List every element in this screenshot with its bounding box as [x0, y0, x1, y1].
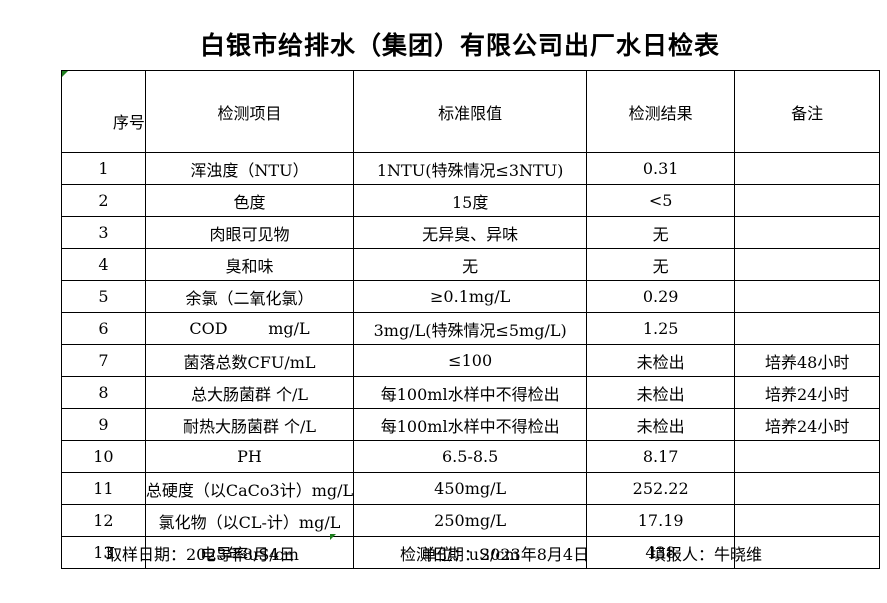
cell-remark — [734, 216, 881, 249]
cell-standard: ≥0.1mg/L — [353, 280, 588, 313]
table-row: 11 总硬度（以CaCo3计）mg/L 450mg/L 252.22 — [61, 472, 881, 505]
table-row: 2 色度 15度 <5 — [61, 184, 881, 217]
header-cell-seq: 序号 — [61, 70, 146, 153]
cell-standard: 3mg/L(特殊情况≤5mg/L) — [353, 312, 588, 345]
table-body: 1 浑浊度（NTU） 1NTU(特殊情况≤3NTU) 0.31 2 色度 15度 <5 3 肉眼可… — [61, 152, 881, 569]
cell-standard: 15度 — [353, 184, 588, 217]
cell-remark — [734, 184, 881, 217]
table-row: 6 COD mg/L 3mg/L(特殊情况≤5mg/L) 1.25 — [61, 312, 881, 345]
cell-remark — [734, 280, 881, 313]
cell-result: <5 — [586, 184, 736, 217]
cell-remark: 培养24小时 — [734, 408, 881, 441]
cell-seq: 4 — [61, 248, 146, 281]
cell-seq: 9 — [61, 408, 146, 441]
page-title: 白银市给排水（集团）有限公司出厂水日检表 — [199, 31, 720, 60]
cell-item: 臭和味 — [144, 248, 355, 281]
cell-item: 总硬度（以CaCo3计）mg/L — [144, 472, 355, 505]
cell-seq: 10 — [61, 440, 146, 473]
cell-result: 0.29 — [586, 280, 736, 313]
cell-result: 252.22 — [586, 472, 736, 505]
table-row: 12 氯化物（以CL-计）mg/L 250mg/L 17.19 — [61, 504, 881, 537]
cell-item: 色度 — [144, 184, 355, 217]
table-row: 8 总大肠菌群 个/L 每100ml水样中不得检出 未检出 培养24小时 — [61, 376, 881, 409]
cell-item: 氯化物（以CL-计）mg/L — [144, 504, 355, 537]
cell-result: 438 — [586, 536, 736, 569]
cell-result: 无 — [586, 248, 736, 281]
cell-remark — [734, 440, 881, 473]
cell-remark — [734, 504, 881, 537]
cell-item: COD mg/L — [144, 312, 355, 345]
cell-standard: 无异臭、异味 — [353, 216, 588, 249]
cell-result: 8.17 — [586, 440, 736, 473]
cell-standard: 每100ml水样中不得检出 — [353, 376, 588, 409]
cell-item: 浑浊度（NTU） — [144, 152, 355, 185]
cell-seq: 2 — [61, 184, 146, 217]
cell-result: 未检出 — [586, 376, 736, 409]
sampling-date-label: 取样日期：2023年8月4日 — [106, 545, 296, 564]
cell-seq: 3 — [61, 216, 146, 249]
cell-seq: 13 — [61, 536, 146, 569]
test-date-label: 检测日期：2023年8月4日 — [400, 545, 590, 564]
cell-item: 肉眼可见物 — [144, 216, 355, 249]
cell-item: 菌落总数CFU/mL — [144, 344, 355, 377]
cell-result: 未检出 — [586, 408, 736, 441]
cell-result: 0.31 — [586, 152, 736, 185]
cell-standard: ≤100 — [353, 344, 588, 377]
excel-error-indicator-icon — [330, 534, 336, 540]
table-row: 13 电导率uS/cm 单位：uS/cm 438 — [61, 536, 881, 569]
table-row: 10 PH 6.5-8.5 8.17 — [61, 440, 881, 473]
cell-item: 余氯（二氧化氯） — [144, 280, 355, 313]
cell-seq: 7 — [61, 344, 146, 377]
cell-result: 未检出 — [586, 344, 736, 377]
cell-result: 无 — [586, 216, 736, 249]
cell-seq: 11 — [61, 472, 146, 505]
cell-remark — [734, 248, 881, 281]
cell-item: 总大肠菌群 个/L — [144, 376, 355, 409]
header-cell-remark: 备注 — [734, 70, 881, 153]
cell-seq: 1 — [61, 152, 146, 185]
header-row: 序号 检测项目 标准限值 检测结果 备注 — [61, 70, 881, 153]
cell-item: 电导率uS/cm — [144, 536, 355, 569]
cell-standard: 6.5-8.5 — [353, 440, 588, 473]
table-row: 5 余氯（二氧化氯） ≥0.1mg/L 0.29 — [61, 280, 881, 313]
cell-result: 17.19 — [586, 504, 736, 537]
table-row: 9 耐热大肠菌群 个/L 每100ml水样中不得检出 未检出 培养24小时 — [61, 408, 881, 441]
excel-error-indicator-icon — [62, 71, 68, 77]
cell-standard: 1NTU(特殊情况≤3NTU) — [353, 152, 588, 185]
table-row: 4 臭和味无无 — [61, 248, 881, 281]
reporter-label: 填报人：牛晓维 — [650, 545, 763, 564]
cell-item: 耐热大肠菌群 个/L — [144, 408, 355, 441]
cell-item: PH — [144, 440, 355, 473]
header-cell-result: 检测结果 — [586, 70, 736, 153]
cell-seq: 12 — [61, 504, 146, 537]
cell-remark — [734, 152, 881, 185]
cell-remark: 培养24小时 — [734, 376, 881, 409]
cell-standard: 450mg/L — [353, 472, 588, 505]
cell-remark — [734, 472, 881, 505]
daily-inspection-table: 序号 检测项目 标准限值 检测结果 备注 1 浑浊度（NTU） 1NTU(特殊情况≤… — [61, 70, 881, 569]
header-cell-seq-label: 序号 — [112, 113, 145, 132]
cell-remark: 培养48小时 — [734, 344, 881, 377]
cell-remark — [734, 536, 881, 569]
table-row: 3 肉眼可见物 无异臭、异味无 — [61, 216, 881, 249]
table-row: 7 菌落总数CFU/mL ≤100 未检出 培养48小时 — [61, 344, 881, 377]
cell-standard: 250mg/L — [353, 504, 588, 537]
cell-standard: 每100ml水样中不得检出 — [353, 408, 588, 441]
cell-seq: 8 — [61, 376, 146, 409]
cell-seq: 5 — [61, 280, 146, 313]
cell-standard: 无 — [353, 248, 588, 281]
header-cell-item: 检测项目 — [144, 70, 355, 153]
table-row: 1 浑浊度（NTU） 1NTU(特殊情况≤3NTU) 0.31 — [61, 152, 881, 185]
cell-seq: 6 — [61, 312, 146, 345]
cell-result: 1.25 — [586, 312, 736, 345]
cell-remark — [734, 312, 881, 345]
header-cell-standard: 标准限值 — [353, 70, 588, 153]
